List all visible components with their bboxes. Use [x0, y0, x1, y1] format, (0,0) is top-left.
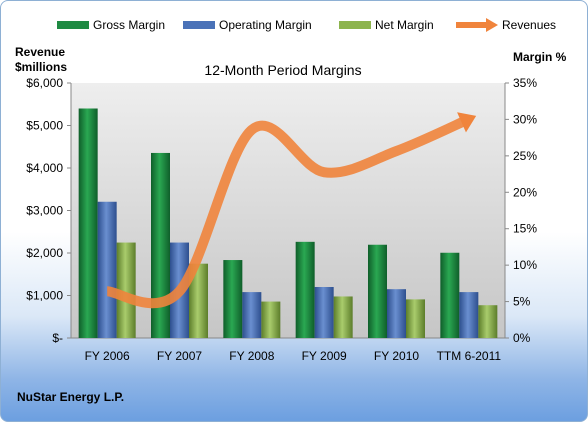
bar-net-margin-ttm-6-2011 [478, 305, 498, 338]
right-tick-label: 35% [513, 76, 537, 90]
left-tick-label: $5,000 [26, 119, 63, 133]
x-tick-label: FY 2008 [229, 349, 274, 363]
bar-operating-margin-ttm-6-2011 [459, 292, 479, 338]
revenues-arrowhead [457, 112, 477, 133]
bar-gross-margin-fy-2009 [295, 241, 315, 338]
right-tick-label: 10% [513, 258, 537, 272]
x-tick-label: FY 2006 [85, 349, 130, 363]
left-axis-label-line1: Revenue [15, 45, 65, 59]
bar-operating-margin-fy-2009 [314, 287, 334, 338]
right-axis-ticks: 0% 5% 10% 15% 20% 25% 30% 35% [505, 76, 537, 345]
right-tick-label: 0% [513, 331, 531, 345]
bar-net-margin-fy-2009 [333, 296, 353, 338]
bar-operating-margin-fy-2010 [387, 289, 406, 338]
bar-gross-margin-fy-2007 [151, 152, 170, 338]
bars [78, 108, 498, 338]
legend-label-operating-margin: Operating Margin [219, 18, 312, 32]
bar-gross-margin-ttm-6-2011 [440, 252, 460, 338]
bar-gross-margin-fy-2006 [78, 108, 98, 338]
left-tick-label: $3,000 [26, 204, 63, 218]
bar-net-margin-fy-2007 [189, 263, 208, 338]
left-axis-ticks: $- $1,000 $2,000 $3,000 $4,000 $5,000 $6,000 [26, 76, 71, 345]
legend-label-revenues: Revenues [502, 18, 556, 32]
legend-label-gross-margin: Gross Margin [93, 18, 165, 32]
x-tick-label: FY 2009 [302, 349, 347, 363]
revenues-line [106, 114, 471, 309]
left-tick-label: $- [52, 331, 63, 345]
left-axis-label-line2: $millions [15, 60, 67, 74]
x-axis-labels: FY 2006 FY 2007 FY 2008 FY 2009 FY 2010 TTM 6… [85, 349, 502, 363]
right-tick-label: 15% [513, 222, 537, 236]
left-tick-label: $4,000 [26, 161, 63, 175]
company-name: NuStar Energy L.P. [17, 390, 125, 404]
bar-net-margin-fy-2006 [116, 242, 136, 338]
legend-swatch-operating-margin [183, 21, 215, 29]
bar-net-margin-fy-2008 [261, 301, 281, 338]
x-tick-label: FY 2007 [157, 349, 202, 363]
left-tick-label: $6,000 [26, 76, 63, 90]
plot-area [71, 83, 505, 338]
bar-gross-margin-fy-2010 [368, 244, 387, 338]
x-tick-label: FY 2010 [374, 349, 419, 363]
left-tick-label: $1,000 [26, 289, 63, 303]
right-tick-label: 5% [513, 295, 531, 309]
x-tick-label: TTM 6-2011 [437, 349, 502, 363]
revenue-line [106, 112, 477, 309]
legend-swatch-net-margin [339, 21, 371, 29]
legend-swatch-gross-margin [57, 21, 89, 29]
right-tick-label: 20% [513, 185, 537, 199]
legend-label-net-margin: Net Margin [375, 18, 434, 32]
right-axis-label: Margin % [513, 50, 567, 64]
bar-gross-margin-fy-2008 [223, 260, 243, 338]
chart-title: 12-Month Period Margins [204, 62, 361, 78]
right-tick-label: 30% [513, 112, 537, 126]
right-tick-label: 25% [513, 149, 537, 163]
legend: Gross Margin Operating Margin Net Margin Re… [57, 18, 556, 32]
bar-net-margin-fy-2010 [406, 299, 425, 338]
left-tick-label: $2,000 [26, 246, 63, 260]
bar-operating-margin-fy-2008 [242, 292, 262, 338]
bar-operating-margin-fy-2006 [97, 201, 117, 338]
legend-arrow-icon [486, 18, 498, 32]
